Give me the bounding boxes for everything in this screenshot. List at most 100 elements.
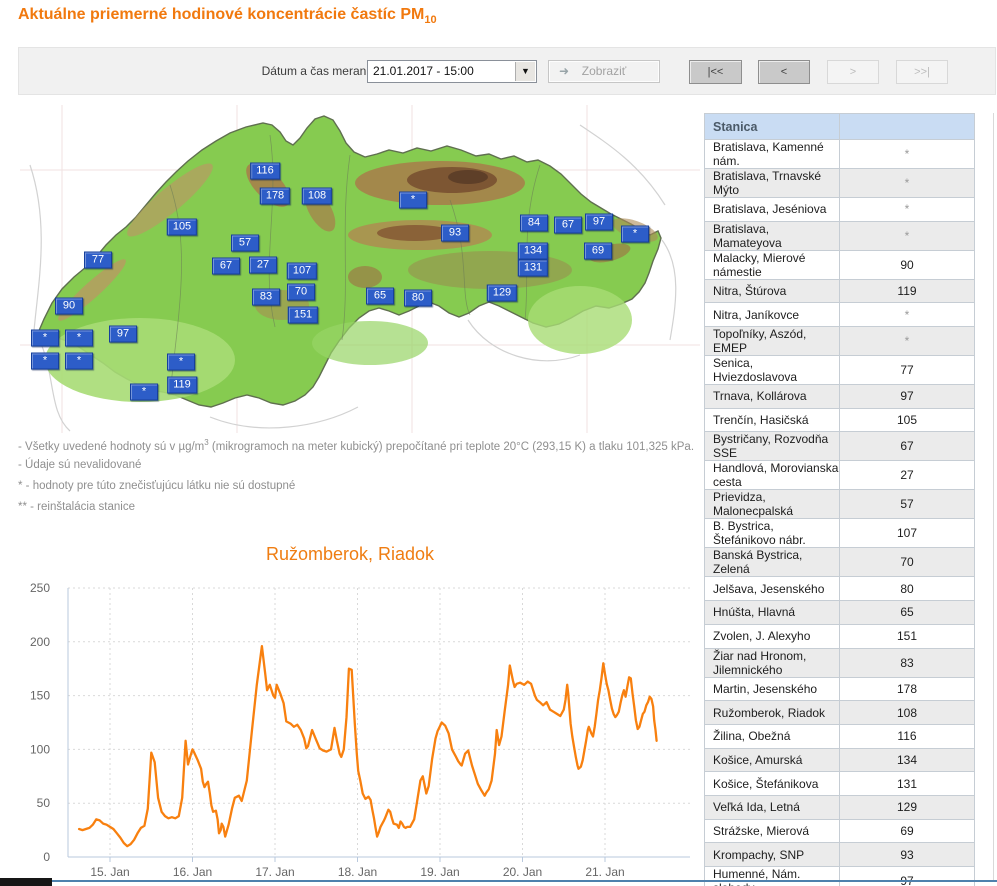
nav-previous-button[interactable]: < [758,60,810,84]
map-marker-value[interactable]: 131 [518,260,548,277]
table-row[interactable]: Krompachy, SNP93 [705,843,975,867]
map-marker-value[interactable]: 97 [585,214,613,231]
map-marker-value[interactable]: 107 [287,263,317,280]
map-marker-value[interactable]: 105 [167,219,197,236]
station-name-cell: Malacky, Mierové námestie [705,250,840,279]
station-value-cell: * [840,327,975,356]
map-marker-value[interactable]: 70 [287,284,315,301]
table-row[interactable]: Bratislava, Trnavské Mýto* [705,169,975,198]
table-row[interactable]: Košice, Amurská134 [705,748,975,772]
table-row[interactable]: Martin, Jesenského178 [705,677,975,701]
map-marker-value[interactable]: 97 [109,326,137,343]
map-marker-value[interactable]: 134 [518,243,548,260]
map-marker-value[interactable]: 108 [302,188,332,205]
table-row[interactable]: Hnúšta, Hlavná65 [705,601,975,625]
chart-svg: 05010015020025015. Jan16. Jan17. Jan18. … [0,560,700,886]
station-value-cell: 119 [840,279,975,303]
x-axis-label: 21. Jan [585,865,624,879]
x-axis-label: 15. Jan [90,865,129,879]
map-marker-unavailable[interactable]: * [65,353,93,370]
station-name-cell: Bratislava, Trnavské Mýto [705,169,840,198]
window-corner-dark [0,878,52,886]
station-name-cell: Žilina, Obežná [705,724,840,748]
table-row[interactable]: Košice, Štefánikova131 [705,772,975,796]
table-row[interactable]: Strážske, Mierová69 [705,819,975,843]
station-value-cell: 108 [840,701,975,725]
page-title-text: Aktuálne priemerné hodinové koncentrácie… [18,6,424,23]
table-row[interactable]: Humenné, Nám. slobody97 [705,867,975,886]
map-marker-value[interactable]: 57 [231,235,259,252]
note-units: - Všetky uvedené hodnoty sú v µg/m3 (mik… [18,438,694,453]
map-marker-value[interactable]: 67 [212,258,240,275]
table-row[interactable]: Trenčín, Hasičská105 [705,408,975,432]
map-marker-value[interactable]: 129 [487,285,517,302]
station-value-cell: 70 [840,548,975,577]
station-value-cell: * [840,140,975,169]
map-marker-value[interactable]: 151 [288,307,318,324]
station-name-cell: Topoľníky, Aszód, EMEP [705,327,840,356]
station-name-cell: Hnúšta, Hlavná [705,601,840,625]
map-marker-unavailable[interactable]: * [130,384,158,401]
map-marker-value[interactable]: 116 [250,163,280,180]
table-row[interactable]: Bratislava, Mamateyova* [705,221,975,250]
station-value-cell: 77 [840,356,975,385]
table-row[interactable]: Nitra, Štúrova119 [705,279,975,303]
table-row[interactable]: Veľká Ida, Letná129 [705,795,975,819]
table-row[interactable]: Nitra, Janíkovce* [705,303,975,327]
table-row[interactable]: Trnava, Kollárova97 [705,385,975,409]
map-marker-value[interactable]: 178 [260,188,290,205]
table-row[interactable]: Ružomberok, Riadok108 [705,701,975,725]
map-marker-value[interactable]: 93 [441,225,469,242]
nav-last-button: >>| [896,60,948,84]
map-marker-value[interactable]: 119 [167,377,197,394]
station-name-cell: Ružomberok, Riadok [705,701,840,725]
station-value-cell: 97 [840,385,975,409]
table-row[interactable]: Malacky, Mierové námestie90 [705,250,975,279]
station-table-body: Bratislava, Kamenné nám.*Bratislava, Trn… [705,140,975,886]
map-marker-unavailable[interactable]: * [31,353,59,370]
table-row[interactable]: Bratislava, Jeséniova* [705,198,975,222]
map-marker-unavailable[interactable]: * [65,330,93,347]
panel-edge-line [993,113,994,880]
table-row[interactable]: Jelšava, Jesenského80 [705,577,975,601]
station-value-cell: * [840,221,975,250]
y-axis-label: 50 [37,796,51,810]
station-name-cell: Bratislava, Kamenné nám. [705,140,840,169]
map-marker-unavailable[interactable]: * [621,226,649,243]
y-axis-label: 250 [30,581,50,595]
station-name-cell: Bystričany, Rozvodňa SSE [705,432,840,461]
map-marker-value[interactable]: 67 [554,217,582,234]
chevron-down-icon[interactable]: ▼ [515,62,535,81]
nav-first-button[interactable]: |<< [689,60,742,84]
map-marker-value[interactable]: 90 [55,298,83,315]
table-row[interactable]: Handlová, Morovianska cesta27 [705,461,975,490]
date-time-select[interactable]: 21.01.2017 - 15:00 ▼ [367,60,537,83]
table-row[interactable]: Prievidza, Malonecpalská57 [705,490,975,519]
table-row[interactable]: Zvolen, J. Alexyho151 [705,624,975,648]
station-value-cell: 80 [840,577,975,601]
table-row[interactable]: Bratislava, Kamenné nám.* [705,140,975,169]
station-value-cell: 105 [840,408,975,432]
map-marker-unavailable[interactable]: * [167,354,195,371]
map-marker-unavailable[interactable]: * [399,192,427,209]
map-marker-value[interactable]: 80 [404,290,432,307]
table-row[interactable]: Banská Bystrica, Zelená70 [705,548,975,577]
station-value-cell: 134 [840,748,975,772]
table-row[interactable]: Topoľníky, Aszód, EMEP* [705,327,975,356]
map-marker-value[interactable]: 65 [366,288,394,305]
table-row[interactable]: Žiar nad Hronom, Jilemnického83 [705,648,975,677]
station-value-cell: 27 [840,461,975,490]
x-axis-label: 19. Jan [420,865,459,879]
map-marker-value[interactable]: 84 [520,215,548,232]
map-marker-value[interactable]: 69 [584,243,612,260]
map-marker-value[interactable]: 27 [249,257,277,274]
table-row[interactable]: Senica, Hviezdoslavova77 [705,356,975,385]
table-row[interactable]: B. Bystrica, Štefánikovo nábr.107 [705,519,975,548]
table-row[interactable]: Bystričany, Rozvodňa SSE67 [705,432,975,461]
station-name-cell: Nitra, Janíkovce [705,303,840,327]
map-marker-value[interactable]: 77 [84,252,112,269]
map-marker-unavailable[interactable]: * [31,330,59,347]
show-button[interactable]: ➜ Zobraziť [548,60,660,83]
table-row[interactable]: Žilina, Obežná116 [705,724,975,748]
map-marker-value[interactable]: 83 [252,289,280,306]
